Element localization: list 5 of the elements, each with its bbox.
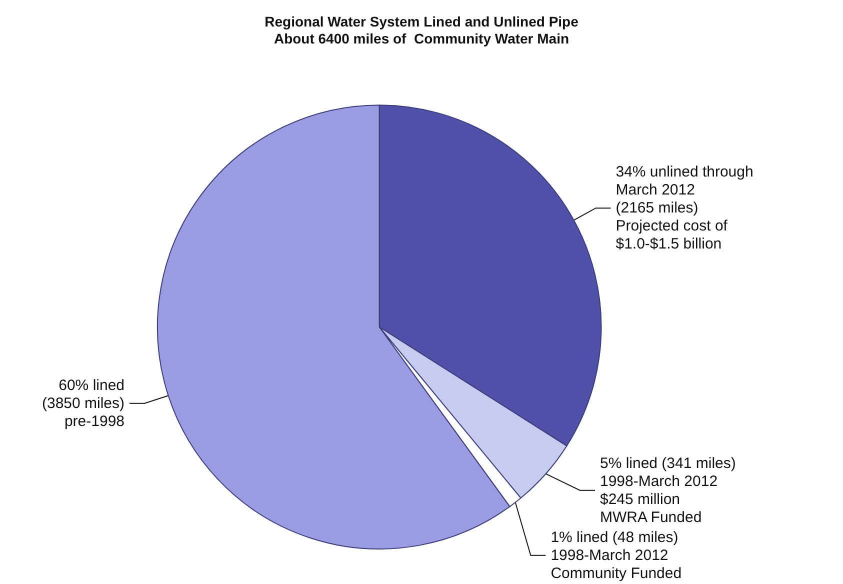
data-label: 5% lined (341 miles) 1998-March 2012 $245 million MWRA Funded xyxy=(600,454,736,526)
data-label: 60% lined (3850 miles) pre-1998 xyxy=(42,376,125,430)
data-label: 1% lined (48 miles) 1998-March 2012 Community Funded xyxy=(550,528,682,582)
data-label: 34% unlined through March 2012 (2165 miles) Projected cost of $1.0-$1.5 billion xyxy=(616,164,754,253)
chart-title: Regional Water System Lined and Unlined Pipe About 6400 miles of Community Water Main xyxy=(264,14,579,46)
